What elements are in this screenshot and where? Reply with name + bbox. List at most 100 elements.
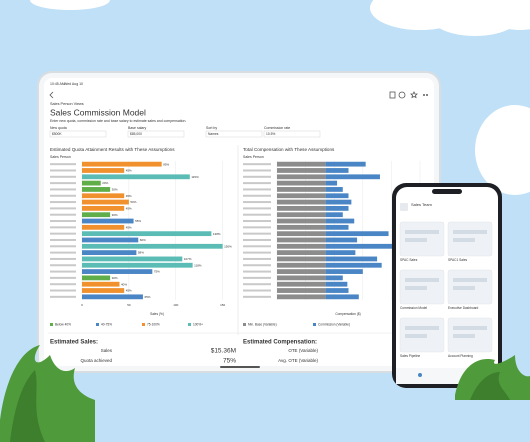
bar <box>82 199 129 205</box>
tile-label: Commission Model <box>400 306 427 310</box>
right-x-label: Compensation ($) <box>335 312 360 316</box>
value-label: 115% <box>191 175 199 179</box>
value-label: 30% <box>112 188 118 192</box>
x-tick-label: 0 <box>81 303 83 307</box>
tablet-screen <box>44 78 434 366</box>
bar-segment <box>277 275 326 281</box>
legend-swatch <box>313 323 316 326</box>
value-label: 45% <box>126 225 132 229</box>
sales-value: $15.36M <box>211 348 236 355</box>
name-placeholder <box>50 295 76 298</box>
name-placeholder <box>243 194 271 197</box>
name-placeholder <box>50 226 76 229</box>
bar-segment <box>277 168 326 173</box>
bar <box>82 193 125 199</box>
x-tick-label: 150 <box>220 303 225 307</box>
avatar <box>400 203 408 211</box>
tile-preview <box>405 326 439 330</box>
value-label: 50% <box>130 200 136 204</box>
bar-segment <box>325 288 349 293</box>
name-placeholder <box>243 220 271 223</box>
left-chart-title: Estimated Quota Attainment Results with … <box>50 147 175 152</box>
bar-segment <box>325 256 378 262</box>
bar-segment <box>325 269 363 274</box>
right-row-header: Sales Person <box>243 155 264 159</box>
tile-preview <box>453 278 487 282</box>
bar-segment <box>277 161 326 167</box>
phone-title: Sales Team <box>411 202 432 207</box>
name-placeholder <box>50 270 76 273</box>
bar-segment <box>277 237 326 243</box>
bar-segment <box>325 250 356 256</box>
bar-segment <box>277 294 326 300</box>
filter-box[interactable] <box>49 130 107 138</box>
bar-segment <box>277 243 326 249</box>
home-indicator <box>220 366 260 368</box>
bar <box>82 187 111 192</box>
bar-segment <box>325 205 349 211</box>
phone-notch <box>432 189 462 194</box>
left-x-label: Sales (%) <box>150 312 164 316</box>
value-label: 75% <box>154 270 160 274</box>
bar-segment <box>277 231 326 237</box>
value-label: 30% <box>112 276 118 280</box>
value-label: 45% <box>126 206 132 210</box>
name-placeholder <box>243 270 271 273</box>
comp-row: Avg. OTE (Variable) <box>278 358 318 363</box>
tile-label: Executive Dashboard <box>448 306 479 310</box>
bar-segment <box>325 174 380 180</box>
toolbar-icons[interactable] <box>389 91 428 99</box>
back-button[interactable] <box>49 91 54 99</box>
tile-label: Account Planning <box>448 354 473 358</box>
bar-segment <box>277 250 326 256</box>
filter-value: $85,000 <box>130 132 142 136</box>
bar <box>82 231 212 237</box>
plants <box>0 345 530 442</box>
value-label: 30% <box>112 213 118 217</box>
filter-label: New quota <box>50 126 67 130</box>
bar <box>82 180 101 186</box>
name-placeholder <box>243 226 271 229</box>
tile-preview <box>405 286 427 290</box>
bar <box>82 224 125 230</box>
legend-label: Commission (Variable) <box>318 323 350 327</box>
bar <box>82 262 193 268</box>
tile-preview <box>405 278 439 282</box>
bar-segment <box>325 237 358 243</box>
value-label: 45% <box>126 169 132 173</box>
legend-label: Min. Base (Variable) <box>248 323 277 327</box>
bar-segment <box>277 193 326 199</box>
value-label: 45% <box>126 194 132 198</box>
bar-segment <box>277 187 326 192</box>
tab-icon[interactable] <box>418 373 422 377</box>
name-placeholder <box>50 213 76 216</box>
filter-box[interactable] <box>127 130 185 138</box>
bar-segment <box>277 212 326 218</box>
name-placeholder <box>50 182 76 185</box>
legend-label: 75-100% <box>147 323 160 327</box>
filter-value: Names <box>208 132 219 136</box>
bar-segment <box>325 231 389 237</box>
bar <box>82 294 143 300</box>
value-label: 58% <box>138 251 144 255</box>
bar-segment <box>277 174 326 180</box>
dashboard-title: Sales Commission Model <box>50 107 146 117</box>
filter-label: Sort by <box>206 126 217 130</box>
value-label: 150% <box>224 244 232 248</box>
bar <box>82 205 125 211</box>
legend-swatch <box>243 323 246 326</box>
name-placeholder <box>243 201 271 204</box>
name-placeholder <box>243 182 271 185</box>
name-placeholder <box>243 169 271 172</box>
tile-preview <box>405 334 427 338</box>
bar-segment <box>325 180 338 186</box>
value-label: 85% <box>163 162 169 166</box>
filter-box[interactable] <box>263 130 321 138</box>
comp-row: OTE (Variable) <box>288 348 318 353</box>
bar-segment <box>325 294 359 300</box>
filter-box[interactable] <box>205 130 263 138</box>
tile-preview <box>405 238 427 242</box>
name-placeholder <box>50 264 76 267</box>
legend-label: 100%+ <box>193 323 203 327</box>
breadcrumb: Sales Person Views <box>50 102 84 106</box>
